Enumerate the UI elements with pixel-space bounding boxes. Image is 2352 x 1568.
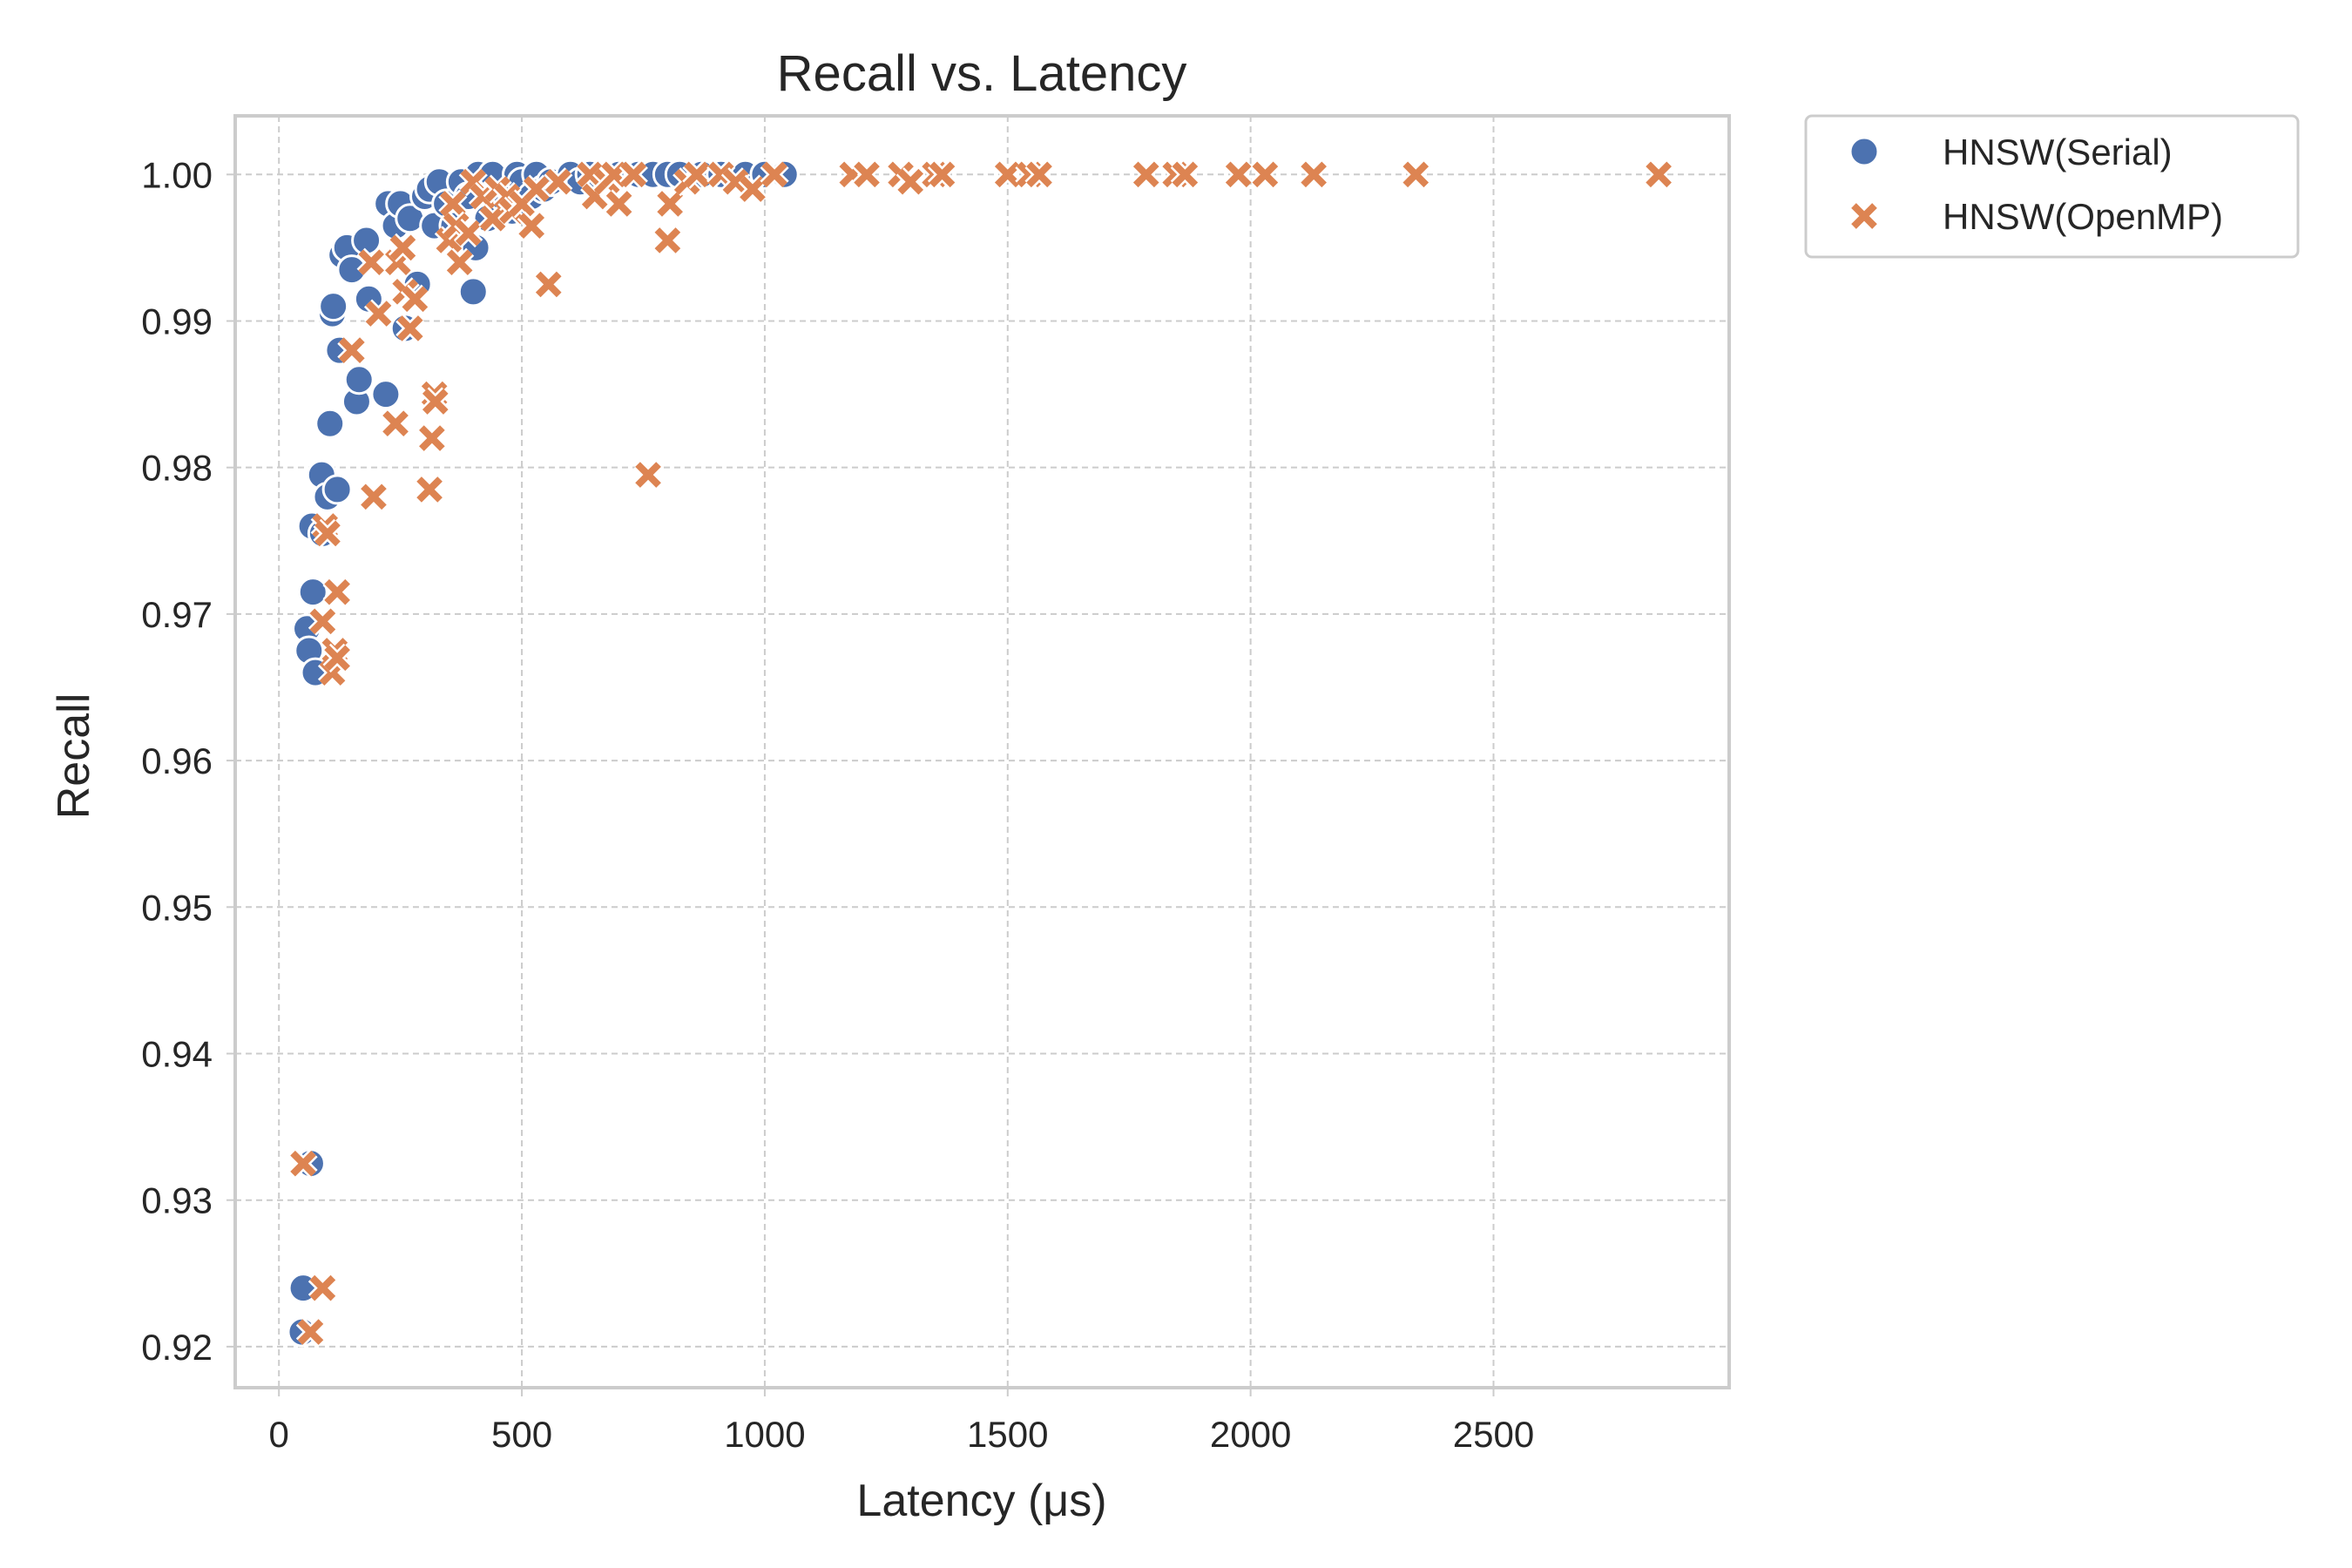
serial-point xyxy=(457,276,489,308)
openmp-point xyxy=(1250,159,1280,189)
openmp-point xyxy=(896,167,925,197)
serial-point xyxy=(314,408,346,439)
openmp-point xyxy=(322,578,352,607)
openmp-point xyxy=(993,159,1023,189)
serial-point xyxy=(321,474,353,505)
legend-label: HNSW(OpenMP) xyxy=(1943,196,2223,237)
serial-point xyxy=(318,291,349,322)
openmp-point xyxy=(313,518,342,548)
openmp-point xyxy=(534,269,564,300)
openmp-point xyxy=(438,189,468,219)
legend: HNSW(Serial) HNSW(OpenMP) xyxy=(1804,114,2300,259)
legend-circle-marker xyxy=(1848,136,1880,167)
openmp-point xyxy=(322,643,352,672)
openmp-point xyxy=(308,1274,337,1303)
openmp-point xyxy=(1024,159,1054,189)
openmp-point xyxy=(1132,159,1161,189)
openmp-point xyxy=(308,606,337,636)
serial-point xyxy=(343,364,375,395)
y-tick-label: 0.98 xyxy=(141,448,213,489)
plot-frame xyxy=(233,114,1731,1389)
y-axis-label: Recall xyxy=(49,693,99,820)
points-layer xyxy=(287,159,1673,1348)
y-tick-label: 0.95 xyxy=(141,887,213,928)
openmp-point xyxy=(359,482,389,511)
openmp-point xyxy=(421,387,450,416)
legend-box xyxy=(1804,114,2300,259)
openmp-point xyxy=(454,218,483,248)
openmp-point xyxy=(415,475,444,504)
x-tick-label: 2000 xyxy=(1210,1414,1291,1455)
openmp-point xyxy=(356,247,386,277)
y-tick-label: 1.00 xyxy=(141,154,213,195)
serial-point xyxy=(370,379,402,410)
openmp-point xyxy=(395,314,425,343)
legend-label: HNSW(Serial) xyxy=(1943,132,2173,172)
y-tick-label: 0.97 xyxy=(141,594,213,635)
openmp-point xyxy=(1401,159,1430,189)
openmp-point xyxy=(605,189,634,219)
openmp-point xyxy=(927,159,957,189)
series-0 xyxy=(287,159,800,1348)
openmp-point xyxy=(544,167,573,197)
openmp-point xyxy=(417,423,447,453)
openmp-point xyxy=(400,284,429,314)
series-1 xyxy=(288,159,1673,1347)
openmp-point xyxy=(295,1317,326,1347)
tick-layer: 0 500 1000 1500 2000 2500 0.92 0.93 0.94 0.95 0.96… xyxy=(141,154,1534,1455)
openmp-point xyxy=(1299,159,1328,189)
openmp-point xyxy=(522,174,551,204)
openmp-point xyxy=(445,247,475,277)
grid-layer xyxy=(235,116,1729,1388)
openmp-point xyxy=(1644,159,1673,189)
openmp-point xyxy=(575,159,605,189)
y-tick-label: 0.99 xyxy=(141,301,213,341)
openmp-point xyxy=(720,167,751,197)
openmp-point xyxy=(618,159,648,189)
openmp-point xyxy=(652,226,682,255)
y-tick-label: 0.96 xyxy=(141,740,213,781)
x-tick-label: 1000 xyxy=(724,1414,805,1455)
openmp-point xyxy=(363,299,394,328)
openmp-point xyxy=(288,1149,318,1179)
openmp-point xyxy=(738,174,767,204)
x-axis-label: Latency (μs) xyxy=(856,1476,1106,1526)
openmp-point xyxy=(682,159,712,189)
openmp-point xyxy=(337,335,367,365)
x-tick-label: 2500 xyxy=(1453,1414,1534,1455)
x-tick-label: 1500 xyxy=(967,1414,1048,1455)
x-tick-label: 500 xyxy=(491,1414,552,1455)
x-tick-label: 0 xyxy=(269,1414,289,1455)
serial-point xyxy=(297,577,328,608)
chart-title: Recall vs. Latency xyxy=(777,45,1187,102)
legend-x-marker xyxy=(1849,201,1879,231)
openmp-point xyxy=(517,211,546,240)
openmp-point xyxy=(477,204,508,233)
y-tick-label: 0.94 xyxy=(141,1033,213,1074)
openmp-point xyxy=(760,159,789,189)
legend-items: HNSW(Serial) HNSW(OpenMP) xyxy=(1848,132,2223,237)
y-tick-label: 0.93 xyxy=(141,1180,213,1221)
y-tick-label: 0.92 xyxy=(141,1327,213,1368)
openmp-point xyxy=(388,233,418,262)
openmp-point xyxy=(1170,159,1200,189)
openmp-point xyxy=(633,460,663,490)
openmp-point xyxy=(1224,159,1254,189)
openmp-point xyxy=(655,189,685,219)
openmp-point xyxy=(381,409,410,438)
openmp-point xyxy=(852,159,882,189)
